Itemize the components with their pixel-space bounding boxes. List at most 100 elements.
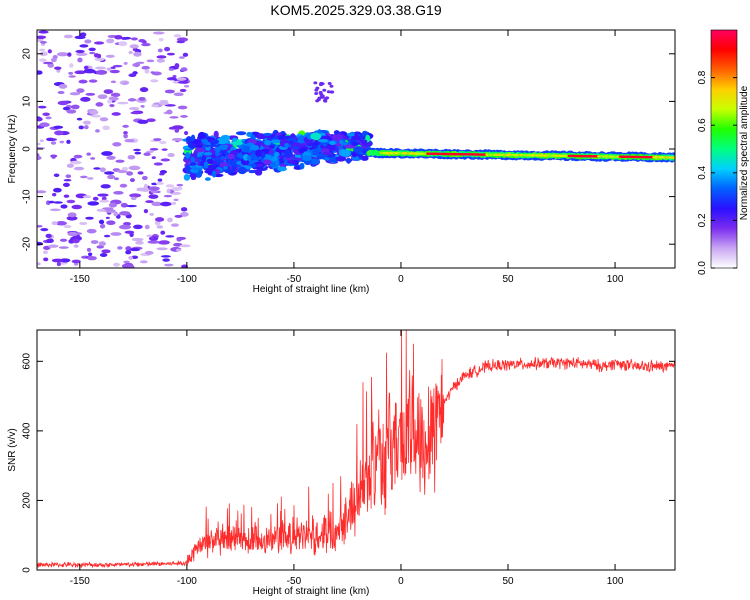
spectrogram-blob bbox=[130, 37, 138, 41]
spectrogram-blob bbox=[130, 196, 137, 201]
spectrogram-blob bbox=[130, 111, 140, 115]
spectrogram-blob bbox=[95, 69, 108, 75]
spectrogram-blob bbox=[170, 223, 179, 227]
spectrogram-blob bbox=[160, 230, 166, 235]
spectrogram-blob bbox=[268, 145, 275, 149]
spectrogram-blob bbox=[320, 145, 325, 149]
spectrogram-blob bbox=[146, 150, 154, 153]
spectrogram-blob bbox=[103, 171, 115, 175]
spectrogram-blob bbox=[45, 233, 52, 239]
spectrogram-blob bbox=[165, 235, 175, 238]
snr-line bbox=[37, 330, 675, 569]
spectrogram-blob bbox=[87, 256, 97, 261]
spectrogram-blob bbox=[86, 177, 94, 180]
spectrogram-blob bbox=[260, 151, 266, 159]
spectrogram-blob bbox=[183, 130, 189, 136]
spectrogram-blob bbox=[63, 182, 70, 188]
spectrogram-blob bbox=[43, 250, 48, 255]
spectrogram-blob bbox=[43, 257, 49, 262]
chart-title: KOM5.2025.329.03.38.G19 bbox=[270, 2, 442, 18]
colorbar-tick-label: 0.2 bbox=[697, 213, 708, 227]
spectrogram-blob bbox=[280, 130, 286, 135]
spectrogram-blob bbox=[99, 252, 108, 258]
spectrogram-blob bbox=[220, 134, 231, 141]
spectrogram-blob bbox=[231, 141, 244, 146]
spectrogram-blob bbox=[83, 120, 91, 125]
spectrogram-blob bbox=[313, 81, 318, 85]
spectrogram-blob bbox=[135, 240, 144, 245]
spectrogram-blob bbox=[77, 57, 83, 63]
spectrogram-blob bbox=[106, 155, 116, 160]
spectrogram-blob bbox=[176, 77, 187, 81]
spectrogram-blob bbox=[322, 88, 327, 92]
spectrogram-blob bbox=[111, 112, 121, 116]
spectrogram-blob bbox=[333, 130, 340, 135]
spectrogram-blob bbox=[67, 212, 77, 218]
spectrogram-blob bbox=[72, 238, 80, 244]
spectrogram-blob bbox=[176, 183, 184, 187]
spectrogram-blob bbox=[63, 34, 73, 39]
spectrogram-blob bbox=[139, 260, 148, 264]
spectrogram-blob bbox=[156, 247, 168, 251]
spectrogram-blob bbox=[327, 81, 332, 85]
spectrogram-blob bbox=[214, 146, 221, 152]
spectrogram-blob bbox=[107, 99, 113, 104]
colorbar-fill bbox=[711, 30, 737, 268]
spectrogram-blob bbox=[136, 187, 147, 192]
spectrogram-blob bbox=[137, 171, 144, 175]
spectrogram-blob bbox=[48, 200, 55, 204]
spectrogram-blob bbox=[144, 250, 154, 255]
spectrogram-blob bbox=[102, 125, 110, 131]
spectrogram-blob bbox=[83, 125, 89, 130]
spectrogram-blob bbox=[324, 97, 329, 101]
spectrogram-blob bbox=[140, 104, 145, 108]
spectrogram-blob bbox=[144, 69, 150, 74]
spectrogram-blob bbox=[166, 77, 177, 81]
spectrogram-blob bbox=[180, 207, 188, 212]
spectrogram-blob bbox=[176, 237, 182, 242]
spectrogram-blob bbox=[39, 139, 44, 143]
spectrogram-blob bbox=[69, 63, 74, 68]
spectrogram-blob bbox=[235, 131, 247, 136]
x-tick-label: -100 bbox=[177, 576, 197, 587]
spectrogram-blob bbox=[190, 156, 195, 163]
spectrogram-blob bbox=[40, 41, 47, 44]
spectrogram-blob bbox=[85, 92, 96, 96]
spectrogram-blob bbox=[90, 240, 99, 244]
spectrogram-blob bbox=[137, 119, 149, 124]
spectrogram-blob bbox=[151, 201, 163, 207]
spectrogram-blob bbox=[103, 234, 111, 238]
spectrogram-blob bbox=[287, 159, 296, 164]
spectrogram-blob bbox=[143, 183, 148, 189]
spectrogram-blob bbox=[263, 132, 272, 137]
spectrogram-blob bbox=[92, 196, 99, 201]
spectrogram-blob bbox=[336, 143, 342, 147]
spectrogram-blob bbox=[171, 201, 177, 205]
spectrogram-blob bbox=[227, 153, 235, 160]
spectrogram-blob bbox=[310, 158, 320, 165]
y-tick-label: -20 bbox=[22, 237, 33, 252]
spectrogram-blob bbox=[209, 138, 220, 145]
spectrogram-blob bbox=[311, 142, 320, 146]
spectrogram-blob bbox=[180, 115, 189, 118]
spectrogram-blob bbox=[191, 167, 202, 171]
spectrogram-blob bbox=[194, 147, 205, 153]
spectrogram-blob bbox=[215, 150, 220, 157]
spectrogram-blob bbox=[105, 216, 110, 220]
spectrogram-blob bbox=[87, 201, 100, 206]
spectrogram-blob bbox=[246, 155, 252, 162]
spectrogram-blob bbox=[37, 105, 47, 109]
spectrogram-blob bbox=[51, 258, 64, 263]
spectrogram-blob bbox=[176, 40, 185, 44]
spectrogram-blob bbox=[109, 104, 115, 108]
spectrogram-blob bbox=[285, 156, 294, 161]
spectrogram-blob bbox=[80, 96, 91, 102]
spectrogram-blob bbox=[79, 44, 89, 48]
spectrogram-blob bbox=[89, 110, 99, 115]
spectrogram-blob bbox=[84, 39, 92, 44]
spectrogram-blob bbox=[53, 125, 64, 129]
spectrogram-blob bbox=[105, 54, 115, 58]
y-axis-label: SNR (v/v) bbox=[7, 428, 18, 471]
colorbar-tick-label: 0.0 bbox=[697, 261, 708, 275]
spectrogram-blob bbox=[80, 175, 88, 179]
